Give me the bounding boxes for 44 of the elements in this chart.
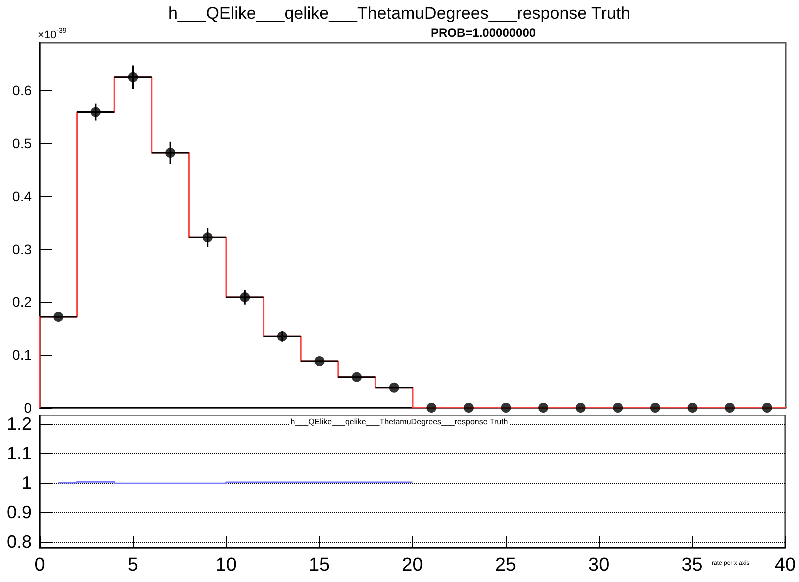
y-tick-label: 0.2 bbox=[12, 294, 32, 310]
y-tick-label: 1 bbox=[22, 473, 32, 494]
y-tick-label: 0.4 bbox=[12, 188, 32, 204]
y-tick-label: 0.9 bbox=[6, 502, 32, 523]
y-tick-label: 0.8 bbox=[6, 532, 32, 552]
chart-subtitle: PROB=1.00000000 bbox=[431, 26, 536, 40]
x-tick-label: 0 bbox=[34, 555, 46, 576]
x-tick-label: 30 bbox=[588, 555, 610, 576]
chart-title: h___QElike___qelike___ThetamuDegrees___response Truth bbox=[168, 4, 631, 23]
chart-title: h___QElike___qelike___ThetamuDegrees___response Truth bbox=[290, 418, 508, 426]
x-tick-label: 40 bbox=[774, 555, 796, 576]
point bbox=[54, 312, 64, 322]
point bbox=[464, 403, 474, 413]
point bbox=[202, 232, 213, 243]
point bbox=[650, 403, 660, 413]
point bbox=[762, 403, 772, 413]
x-tick-label: 15 bbox=[308, 555, 330, 576]
point bbox=[240, 292, 250, 302]
x-tick-label: 20 bbox=[402, 555, 424, 576]
point bbox=[277, 332, 288, 342]
point bbox=[352, 372, 362, 382]
x-tick-label: 35 bbox=[682, 555, 703, 576]
point bbox=[426, 403, 437, 413]
point bbox=[314, 356, 325, 366]
point bbox=[576, 403, 586, 413]
y-tick-label: 0.1 bbox=[12, 347, 32, 364]
point bbox=[613, 403, 624, 413]
x-tick-label: 25 bbox=[495, 555, 516, 576]
y-tick-label: 1.1 bbox=[6, 444, 32, 464]
x-tick-label: 10 bbox=[216, 555, 237, 576]
x-tick-label: 5 bbox=[128, 555, 138, 576]
y-tick-label: 0.6 bbox=[12, 82, 32, 99]
point bbox=[166, 148, 176, 158]
point bbox=[725, 403, 736, 413]
y-tick-label: 0 bbox=[24, 400, 32, 416]
y-tick-label: 1.2 bbox=[6, 414, 32, 434]
y-tick-label: 0.3 bbox=[12, 241, 32, 258]
point bbox=[501, 403, 512, 413]
y-tick-label: 0.5 bbox=[12, 136, 32, 152]
point bbox=[90, 107, 101, 118]
point bbox=[688, 403, 698, 413]
point bbox=[128, 72, 138, 82]
point bbox=[538, 403, 549, 413]
point bbox=[389, 382, 400, 393]
